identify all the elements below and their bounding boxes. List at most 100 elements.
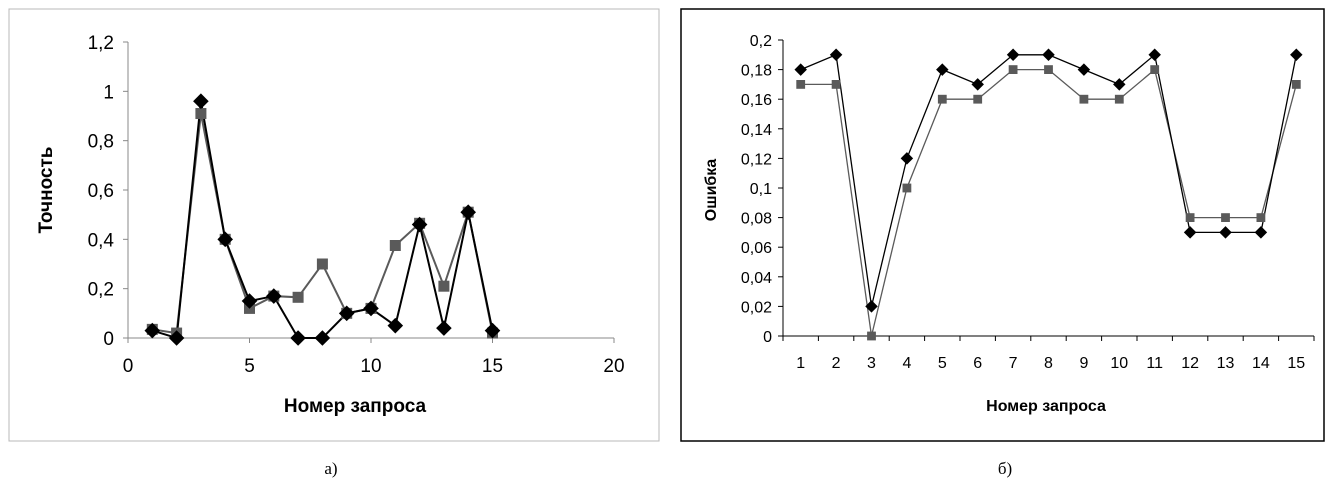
chart-b-x-tick-label: 12 [1181, 355, 1199, 372]
chart-b-series-1-point [937, 94, 947, 104]
chart-a-series-0-point [411, 216, 428, 233]
chart-a-series-0-point [363, 300, 379, 317]
chart-a-y-tick-label: 1 [103, 82, 114, 103]
chart-b-series-0-point [1254, 226, 1268, 239]
chart-a: 0 0,2 0,4 0,6 0,8 1 1,2 0 5 10 15 20 Номер запроса… [8, 8, 660, 442]
chart-a-y-tick-label: 0,8 [88, 132, 114, 153]
chart-b-series-1-point [831, 80, 841, 89]
chart-b-y-tick-label: 0,06 [741, 240, 772, 257]
chart-b-y-title: Ошибка [703, 159, 720, 222]
chart-b-series-0-point [900, 152, 914, 165]
chart-b-series-1-point [1256, 213, 1266, 222]
chart-a-series-0-point [193, 93, 209, 109]
chart-b-series-1-point [796, 80, 806, 89]
chart-b-series-1-point [973, 94, 983, 104]
chart-a-series-0-point [314, 330, 331, 346]
chart-b-series-0-point [1113, 78, 1126, 91]
chart-b-series-0-point [1042, 48, 1055, 62]
chart-a-series-0-point [144, 322, 161, 339]
chart-a-series-0-point [168, 330, 185, 346]
chart-b-series-0-point [936, 63, 949, 76]
chart-a-x-tick-label: 0 [123, 356, 134, 377]
chart-a-series-0-point [217, 231, 233, 248]
chart-a-x-tick-label: 15 [482, 356, 503, 377]
chart-b-series-0-point [865, 300, 878, 313]
chart-a-x-tick-label: 5 [244, 356, 255, 377]
chart-b-y-tick-label: 0,1 [750, 181, 772, 198]
chart-b-y-tick-label: 0,14 [741, 122, 772, 139]
chart-b-series-1-point [1185, 213, 1195, 222]
chart-b-x-tick-label: 6 [973, 355, 982, 372]
chart-a-y-tick-label: 1,2 [88, 33, 114, 54]
chart-a-y-tick-label: 0,6 [88, 181, 114, 202]
chart-b-series-1-point [902, 183, 912, 193]
chart-b-x-tick-label: 10 [1110, 355, 1128, 372]
chart-a-y-tick-label: 0,2 [88, 280, 114, 301]
chart-b-series-0-point [1183, 226, 1197, 239]
chart-a-y-tick-label: 0,4 [88, 230, 115, 251]
chart-b-x-tick-label: 3 [867, 355, 876, 372]
chart-b-series-1-point [1150, 65, 1160, 74]
chart-a-x-tick-label: 10 [360, 356, 381, 377]
chart-b-caption: б) [998, 459, 1012, 478]
chart-a-series-0-point [484, 322, 501, 339]
chart-b-series-0-point [794, 63, 807, 76]
chart-b-series-0-point [1219, 226, 1232, 239]
chart-b-y-tick-label: 0,18 [741, 63, 772, 80]
chart-b-y-tick-label: 0 [763, 329, 772, 346]
chart-a-series-0-point [266, 288, 282, 304]
chart-a-series-0-point [290, 330, 306, 346]
chart-b-x-tick-label: 8 [1044, 355, 1053, 372]
chart-a-y-title: Точность [36, 147, 57, 234]
chart-b-series-0-point [1290, 48, 1303, 62]
chart-a-series-1-point [292, 291, 304, 303]
chart-b-series-1-point [867, 331, 876, 341]
chart-a-series-0-point [387, 317, 404, 334]
chart-b-y-tick-label: 0,2 [750, 33, 772, 50]
chart-b-x-tick-label: 5 [938, 355, 947, 372]
chart-b-x-tick-label: 4 [902, 355, 911, 372]
chart-a-x-title: Номер запроса [284, 396, 427, 417]
chart-b-series-1-point [1291, 80, 1301, 89]
chart-b-x-tick-label: 9 [1079, 355, 1088, 372]
chart-b-series-0-point [1006, 48, 1020, 62]
chart-b-series-1-point [1079, 94, 1089, 104]
chart-b-x-tick-label: 15 [1287, 355, 1305, 372]
chart-b-series-0-point [1077, 63, 1091, 76]
chart-b-x-tick-label: 1 [796, 355, 805, 372]
chart-a-frame [8, 8, 660, 442]
chart-b-y-tick-label: 0,08 [741, 211, 772, 228]
chart-a-series-1-point [389, 240, 401, 251]
chart-b-series-0-point [829, 48, 843, 62]
chart-b-series-1-line [800, 68, 1297, 337]
chart-b-y-tick-label: 0,04 [741, 270, 772, 287]
chart-a-series-0-point [241, 293, 258, 309]
chart-a-y-tick-label: 0 [103, 329, 114, 350]
chart-a-series-1-point [438, 280, 450, 292]
chart-b-series-0-point [971, 78, 984, 91]
chart-b-y-tick-label: 0,16 [741, 92, 772, 109]
chart-b-series-0-line [800, 53, 1297, 307]
chart-b-x-tick-label: 13 [1217, 355, 1235, 372]
chart-a-series-0-line [152, 101, 494, 340]
chart-a-series-1-point [316, 258, 328, 270]
chart-b-x-title: Номер запроса [986, 398, 1106, 415]
chart-b-series-1-point [1114, 94, 1124, 104]
chart-b-series-1-point [1044, 65, 1053, 74]
chart-b-x-tick-label: 7 [1009, 355, 1018, 372]
chart-a-series-0-point [436, 320, 452, 336]
chart-b-y-tick-label: 0,12 [741, 151, 772, 168]
chart-b-frame [680, 8, 1325, 442]
chart-b-series-0-point [1148, 48, 1161, 62]
chart-b: 00,020,040,060,080,10,120,140,160,180,2 … [680, 8, 1325, 442]
chart-a-series-0-point [460, 204, 476, 220]
chart-b-x-tick-label: 14 [1252, 355, 1270, 372]
chart-a-series-1-point [195, 108, 207, 120]
chart-a-series-1-line [152, 113, 494, 335]
chart-a-series-0-point [338, 305, 355, 322]
chart-a-caption: а) [324, 459, 337, 478]
chart-b-x-tick-label: 11 [1146, 355, 1163, 372]
chart-a-x-tick-label: 20 [603, 356, 624, 377]
chart-b-y-tick-label: 0,02 [741, 299, 772, 316]
